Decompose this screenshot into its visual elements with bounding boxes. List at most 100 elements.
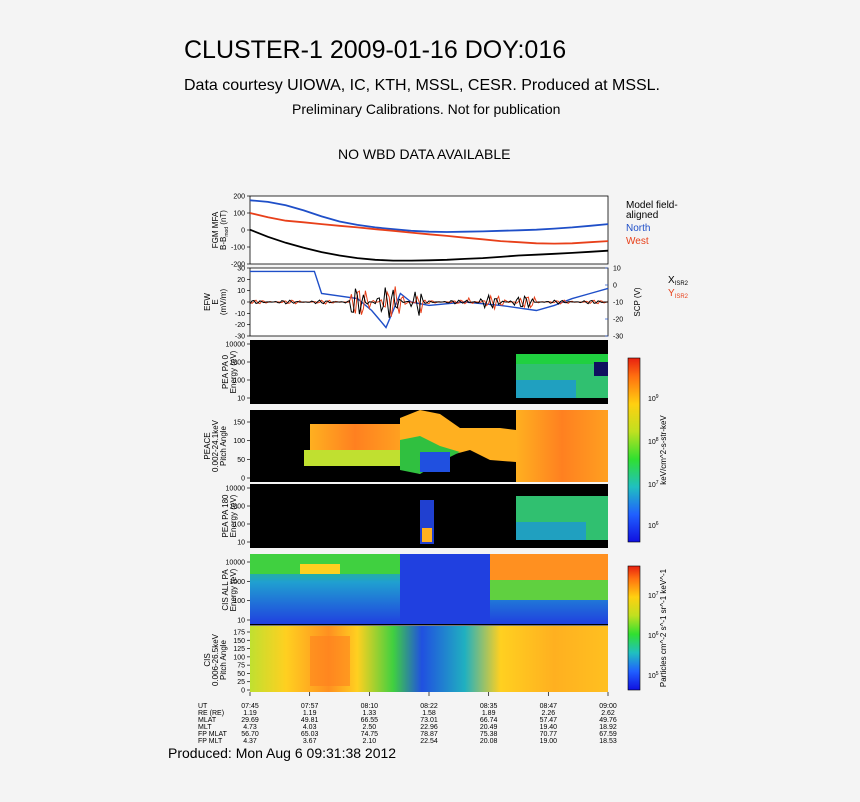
data-courtesy: Data courtesy UIOWA, IC, KTH, MSSL, CESR…	[184, 77, 660, 94]
cisall-tick-label-1: 1000	[229, 579, 245, 586]
efw-tick-label-5: -20	[235, 322, 245, 329]
efw-ylabel-2: E	[211, 299, 220, 304]
fgm-tick-label-2: 0	[241, 228, 245, 235]
peace-band-orange	[310, 424, 400, 450]
legend-model-1: Model field-	[626, 200, 678, 211]
peace-ylabel-2: 0.002-24.1keV	[211, 419, 220, 472]
produced-timestamp: Produced: Mon Aug 6 09:31:38 2012	[168, 745, 397, 761]
fgm-series-2	[249, 212, 609, 245]
pea-pa180-spike-core	[422, 528, 432, 542]
pea-pa180-band-low	[516, 522, 586, 540]
peace-tick-label-0: 150	[233, 420, 245, 427]
peace-tick-label-2: 50	[237, 457, 245, 464]
calibration-note: Preliminary Calibrations. Not for public…	[292, 101, 561, 117]
cisall-ylabel-1: CIS ALL PA	[221, 569, 230, 611]
efw-scp-tick-label-0: 10	[613, 266, 621, 273]
pea0-tick-label-1: 1000	[229, 360, 245, 367]
peace-ylabel-3: Pitch Angle	[219, 425, 228, 466]
efw-scp-tick-label-2: -10	[613, 300, 623, 307]
efw-tick-label-6: -30	[235, 334, 245, 341]
efw-scp-tick-label-1: 0	[613, 283, 617, 290]
peace-band-yellow	[304, 450, 400, 466]
fgm-tick-label-1: 100	[233, 211, 245, 218]
fgm-ylabel-2: B-Bmod (nT)	[219, 210, 230, 250]
efw-x-series	[249, 287, 608, 318]
pea180-tick-label-3: 10	[237, 540, 245, 547]
peace-ylabel-1: PEACE	[203, 432, 212, 459]
colorbar-peace: 109 108 107 106 keV/cm^2-s-str-keV	[627, 357, 668, 543]
fgm-series-0	[249, 228, 609, 262]
cisall-tick-label-2: 100	[233, 598, 245, 605]
peace-blue-region	[420, 452, 450, 472]
cispitch-ylabel-2: 0.006-26.5keV	[211, 633, 220, 686]
ephem-cell-0-1: 1.19	[243, 710, 257, 717]
fgm-tick-label-3: -100	[231, 245, 245, 252]
pea-pa180-panel: 10000 1000 100 10 PEA PA 180 Energy (eV)	[221, 484, 608, 548]
cbar1-tick-2: 107	[648, 480, 659, 489]
cbar1-tick-3: 106	[648, 521, 659, 530]
colorbar-cis-label: Particles cm^-2 s^-1 sr^-1 keV^-1	[659, 568, 668, 687]
ephem-cell-1-2: 49.81	[301, 717, 319, 724]
ephem-cell-4-0: 08:35	[480, 703, 498, 710]
cisall-ylabel-2: Energy (eV)	[229, 568, 238, 611]
ephem-cell-4-2: 66.74	[480, 717, 498, 724]
ephem-cell-1-1: 1.19	[303, 710, 317, 717]
ephem-cell-0-5: 4.37	[243, 738, 257, 745]
ephem-cell-1-3: 4.03	[303, 724, 317, 731]
page-title: CLUSTER-1 2009-01-16 DOY:016	[184, 36, 567, 64]
pea0-tick-label-2: 100	[233, 378, 245, 385]
ephem-cell-3-0: 08:22	[420, 703, 438, 710]
efw-tick-label-3: 0	[241, 300, 245, 307]
peace-pitch-panel: 150 100 50 0 PEACE 0.002-24.1keV Pitch Angl…	[203, 410, 608, 483]
pea-pa0-dark-spot	[594, 362, 608, 376]
efw-scp-tick-label-3: -20	[613, 317, 623, 324]
pea180-tick-label-1: 1000	[229, 504, 245, 511]
ephem-cell-3-1: 1.58	[422, 710, 436, 717]
colorbar-peace-gradient	[627, 357, 641, 543]
fgm-tick-label-4: -200	[231, 262, 245, 269]
cisall-tick-label-3: 10	[237, 618, 245, 625]
efw-y2label: SCP (V)	[633, 287, 642, 317]
fgm-series-1	[249, 199, 609, 233]
legend-x-isr2: XISR2	[668, 275, 689, 287]
efw-ylabel-1: EFW	[203, 293, 212, 311]
legend-model-2: aligned	[626, 210, 658, 221]
ephem-cell-6-5: 18.53	[599, 738, 617, 745]
pea180-tick-label-2: 100	[233, 522, 245, 529]
ephem-row-label-2: MLAT	[198, 717, 217, 724]
efw-tick-label-4: -10	[235, 311, 245, 318]
ephem-cell-6-3: 18.92	[599, 724, 617, 731]
cispitch-tick-label-4: 75	[237, 663, 245, 670]
pea-pa0-band-low	[516, 380, 576, 398]
ephem-cell-6-0: 09:00	[599, 703, 617, 710]
efw-scp-tick-label-4: -30	[613, 334, 623, 341]
wbd-notice: NO WBD DATA AVAILABLE	[338, 146, 511, 162]
ephem-cell-1-4: 65.03	[301, 731, 319, 738]
colorbar-cis-gradient	[627, 565, 641, 691]
ephem-cell-6-1: 2.62	[601, 710, 615, 717]
cis-all-divider	[250, 624, 608, 626]
ephem-cell-4-1: 1.89	[482, 710, 496, 717]
ephem-cell-2-5: 2.10	[363, 738, 377, 745]
cis-all-yellow-patch	[300, 564, 340, 574]
pea180-ylabel-2: Energy (eV)	[229, 494, 238, 537]
cispitch-tick-label-7: 0	[241, 688, 245, 695]
efw-scp-series	[250, 270, 609, 329]
ephem-cell-2-3: 2.50	[363, 724, 377, 731]
ephem-cell-2-0: 08:10	[361, 703, 379, 710]
ephem-cell-6-2: 49.76	[599, 717, 617, 724]
pea-pa0-panel: 10000 1000 100 10 PEA PA 0 Energy (eV)	[221, 340, 608, 404]
cbar2-tick-2: 105	[648, 671, 659, 680]
cispitch-tick-label-1: 150	[233, 638, 245, 645]
cispitch-tick-label-6: 25	[237, 679, 245, 686]
ephem-cell-2-1: 1.33	[363, 710, 377, 717]
ephem-cell-1-0: 07:57	[301, 703, 319, 710]
ephem-cell-3-2: 73.01	[420, 717, 438, 724]
cispitch-tick-label-5: 50	[237, 671, 245, 678]
legend-north: North	[626, 223, 650, 234]
ephem-row-label-3: MLT	[198, 724, 212, 731]
ephem-cell-4-3: 20.49	[480, 724, 498, 731]
pea0-ylabel-2: Energy (eV)	[229, 350, 238, 393]
